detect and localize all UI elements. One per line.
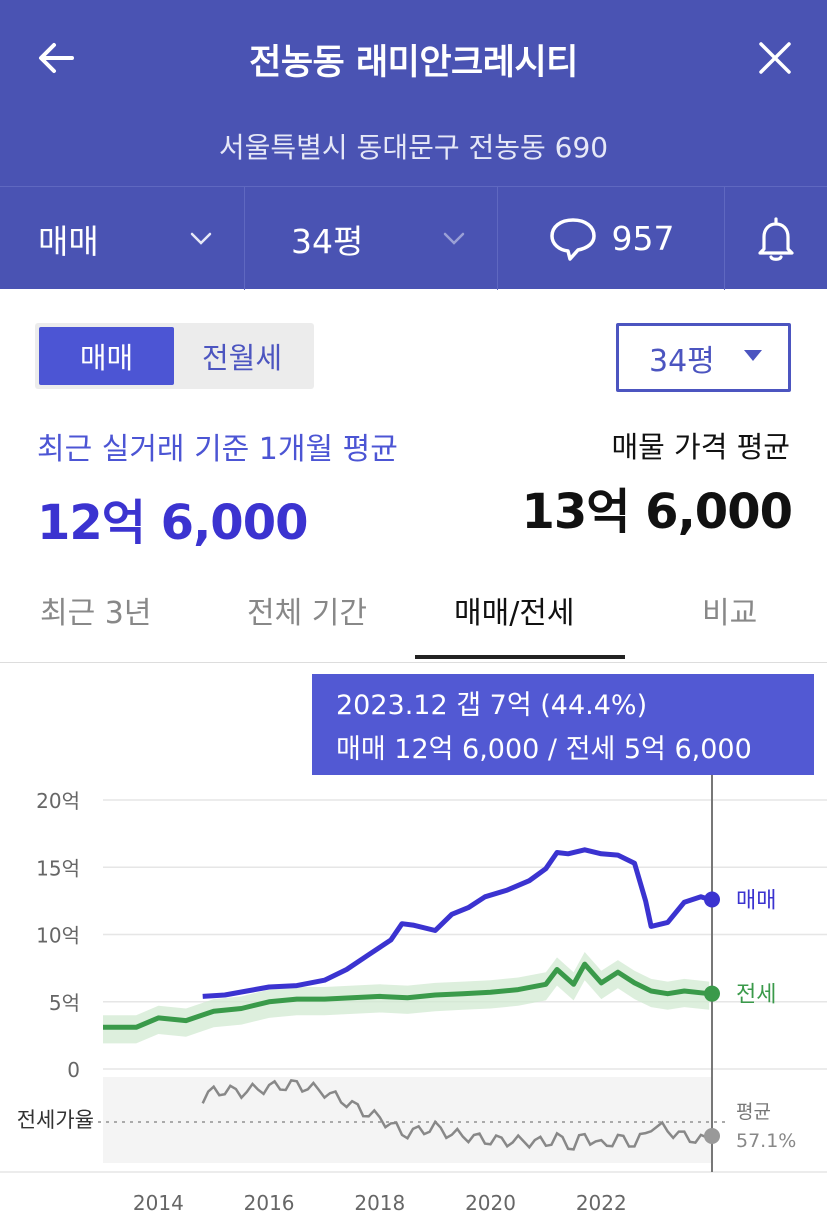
ratio-axis-label: 전세가율: [17, 1108, 94, 1132]
notification-button[interactable]: [725, 187, 827, 290]
listing-price-value: 13억 6,000: [521, 484, 793, 540]
y-tick-label: 10억: [36, 924, 80, 948]
tooltip-gap-line: 2023.12 갭 7억 (44.4%): [336, 690, 648, 721]
caret-down-icon: [744, 350, 762, 361]
price-chart[interactable]: 20억 15억 10억 5억 0 전세가율 평균 57.1% 2014 2016 2018 2020 2…: [0, 775, 827, 1221]
average-label: 평균: [736, 1101, 771, 1123]
chart-tooltip: 2023.12 갭 7억 (44.4%) 매매 12억 6,000 / 전세 5…: [312, 674, 814, 775]
back-button[interactable]: [28, 30, 84, 86]
y-tick-label: 5억: [49, 991, 80, 1015]
toggle-rent[interactable]: 전월세: [201, 341, 283, 375]
active-tab-indicator: [415, 655, 625, 659]
y-tick-label: 0: [67, 1058, 80, 1082]
size-dropdown[interactable]: 34평: [245, 187, 498, 290]
trade-type-dropdown[interactable]: 매매: [0, 187, 245, 290]
size-select[interactable]: 34평: [616, 323, 791, 392]
tab-all-period[interactable]: 전체 기간: [247, 596, 367, 631]
bell-icon: [758, 216, 794, 261]
app-header: 전농동 래미안크레시티 서울특별시 동대문구 전농동 690: [0, 0, 827, 186]
jeonse-series-label: 전세: [736, 983, 776, 1008]
average-value: 57.1%: [736, 1130, 796, 1152]
comments-button[interactable]: 957: [498, 187, 725, 290]
close-button[interactable]: [747, 30, 803, 86]
x-tick-label: 2018: [354, 1191, 405, 1215]
period-tabs: 최근 3년 전체 기간 매매/전세 비교: [0, 568, 827, 663]
chevron-down-icon: [190, 232, 212, 245]
speech-bubble-icon: [549, 217, 596, 261]
x-tick-label: 2022: [576, 1191, 627, 1215]
y-tick-label: 15억: [36, 856, 80, 880]
size-value: 34평: [291, 221, 364, 261]
sale-series-label: 매매: [736, 889, 776, 914]
jeonse-line: [103, 961, 710, 1030]
tab-sale-jeonse[interactable]: 매매/전세: [454, 596, 575, 631]
ratio-line: [201, 1079, 707, 1151]
filter-bar: 매매 34평 957: [0, 186, 827, 290]
tab-recent-3y[interactable]: 최근 3년: [40, 596, 152, 631]
y-tick-label: 20억: [36, 789, 80, 813]
address: 서울특별시 동대문구 전농동 690: [218, 131, 609, 164]
sale-line: [202, 847, 710, 999]
x-tick-label: 2016: [244, 1191, 295, 1215]
size-select-value: 34평: [649, 343, 715, 379]
recent-price-label: 최근 실거래 기준 1개월 평균: [37, 432, 398, 467]
tooltip-price-line: 매매 12억 6,000 / 전세 5억 6,000: [336, 734, 752, 765]
x-tick-label: 2014: [133, 1191, 184, 1215]
chevron-down-icon: [443, 232, 465, 245]
page-title: 전농동 래미안크레시티: [249, 43, 578, 83]
trade-toggle: 매매 전월세: [35, 323, 314, 389]
toggle-sale[interactable]: 매매: [39, 327, 174, 385]
recent-price-value: 12억 6,000: [37, 495, 308, 551]
arrow-left-icon: [39, 43, 74, 73]
tab-compare[interactable]: 비교: [702, 596, 758, 631]
x-tick-label: 2020: [465, 1191, 516, 1215]
sale-end-point: [704, 891, 720, 908]
close-icon: [759, 42, 791, 74]
listing-price-label: 매물 가격 평균: [611, 430, 790, 464]
ratio-band: [103, 1077, 712, 1163]
trade-type-value: 매매: [38, 221, 99, 261]
jeonse-end-point: [704, 985, 720, 1002]
ratio-end-point: [704, 1128, 720, 1144]
comment-count: 957: [611, 219, 675, 258]
